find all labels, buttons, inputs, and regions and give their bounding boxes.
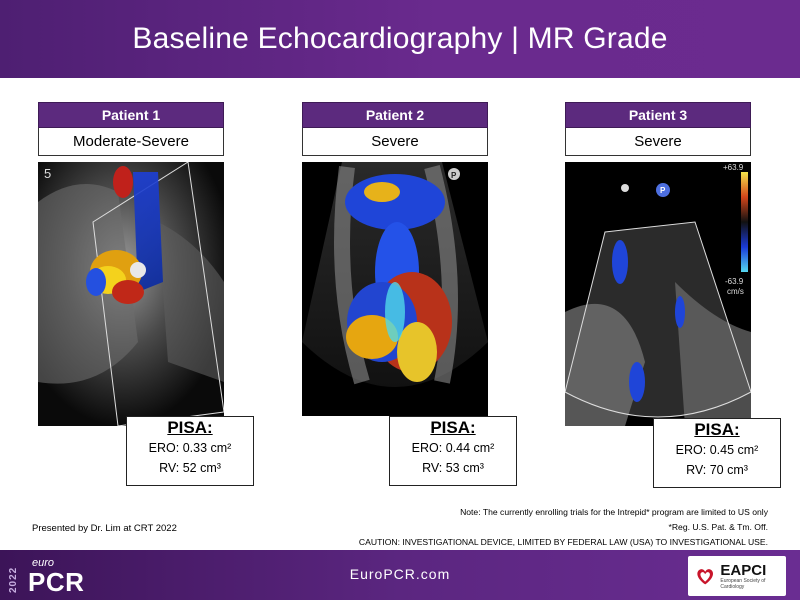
regulatory-notes: Note: The currently enrolling trials for… xyxy=(359,505,768,550)
heart-icon xyxy=(697,569,714,585)
patient-3-pisa-box: PISA: ERO: 0.45 cm² RV: 70 cm³ xyxy=(653,418,781,488)
echo-1-graphic: 5 xyxy=(38,162,224,426)
pisa-title: PISA: xyxy=(430,418,476,437)
pisa-rv: RV: 53 cm³ xyxy=(422,461,484,475)
echo-3-marker: P xyxy=(660,186,666,195)
patient-2-header: Patient 2 xyxy=(302,102,488,128)
slide-header: Baseline Echocardiography | MR Grade xyxy=(0,0,800,78)
pisa-ero: ERO: 0.45 cm² xyxy=(675,443,759,457)
echo-3-graphic: P +63.9 -63.9 cm/s xyxy=(565,162,751,426)
patient-2-echo-image: P xyxy=(302,162,488,416)
patient-1-pisa-box: PISA: ERO: 0.33 cm² RV: 52 cm³ xyxy=(126,416,254,486)
eapci-logo: EAPCI European Society of Cardiology xyxy=(688,556,786,596)
note-line-2: *Reg. U.S. Pat. & Tm. Off. xyxy=(668,522,769,532)
partner-name: EAPCI xyxy=(720,561,767,579)
pisa-ero: ERO: 0.33 cm² xyxy=(148,441,232,455)
note-line-1: Note: The currently enrolling trials for… xyxy=(460,507,768,517)
patient-3-echo-image: P +63.9 -63.9 cm/s xyxy=(565,162,751,426)
patient-3-header: Patient 3 xyxy=(565,102,751,128)
echo-2-marker: P xyxy=(451,171,457,180)
patient-3-grade: Severe xyxy=(565,128,751,156)
logo-pcr: PCR xyxy=(28,567,85,597)
pisa-rv: RV: 70 cm³ xyxy=(686,463,748,477)
scale-top-label: +63.9 xyxy=(723,163,744,172)
presenter-credit: Presented by Dr. Lim at CRT 2022 xyxy=(32,523,177,534)
patient-1-grade: Moderate-Severe xyxy=(38,128,224,156)
logo-euro: euro xyxy=(32,557,55,569)
patient-2-grade: Severe xyxy=(302,128,488,156)
pisa-title: PISA: xyxy=(694,420,740,439)
pisa-rv: RV: 52 cm³ xyxy=(159,461,221,475)
pisa-ero: ERO: 0.44 cm² xyxy=(411,441,495,455)
echo-2-graphic: P xyxy=(302,162,488,416)
europcr-logo: 2022 euro PCR xyxy=(6,553,96,597)
pisa-title: PISA: xyxy=(167,418,213,437)
color-scale-bar xyxy=(741,172,748,272)
patient-2-pisa-box: PISA: ERO: 0.44 cm² RV: 53 cm³ xyxy=(389,416,517,486)
scale-unit-label: cm/s xyxy=(727,287,744,296)
echo-1-marker: 5 xyxy=(44,166,51,181)
slide-footer: 2022 euro PCR EuroPCR.com EAPCI European… xyxy=(0,550,800,600)
website-link[interactable]: EuroPCR.com xyxy=(349,566,451,582)
scale-bottom-label: -63.9 xyxy=(725,277,744,286)
patient-1-header: Patient 1 xyxy=(38,102,224,128)
note-line-3: CAUTION: INVESTIGATIONAL DEVICE, LIMITED… xyxy=(358,537,768,547)
patient-1-echo-image: 5 xyxy=(38,162,224,426)
slide-title: Baseline Echocardiography | MR Grade xyxy=(132,22,668,55)
partner-subtitle: European Society of Cardiology xyxy=(720,577,766,590)
